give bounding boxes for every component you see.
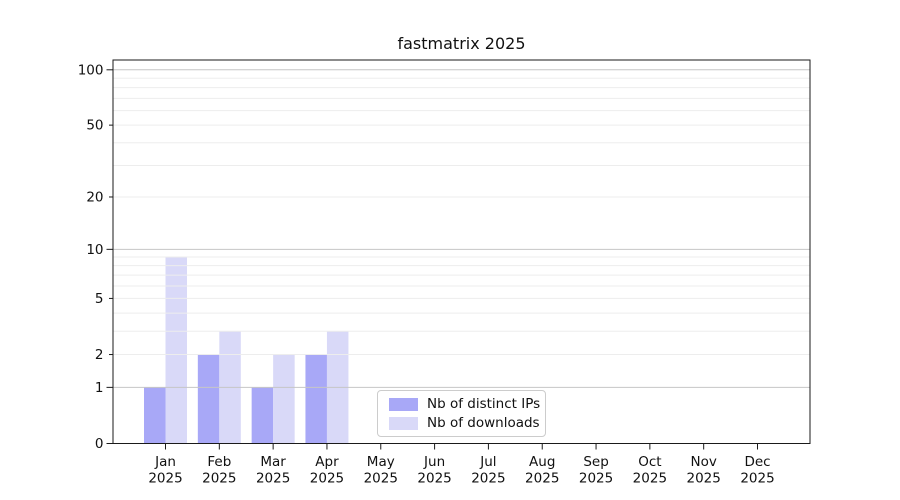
- x-tick-label-oct: Oct 2025: [633, 454, 667, 487]
- bar-series0-apr: [305, 354, 327, 444]
- y-tick-label-0: 0: [95, 436, 104, 452]
- x-tick-label-feb: Feb 2025: [202, 454, 236, 487]
- bar-series1-jan: [165, 257, 187, 444]
- legend-label-distinct-ips: Nb of distinct IPs: [427, 396, 541, 412]
- legend-entry-downloads: Nb of downloads: [389, 415, 545, 431]
- y-tick-label-100: 100: [78, 62, 104, 78]
- x-tick-label-may: May 2025: [364, 454, 398, 487]
- bar-series1-mar: [273, 354, 295, 444]
- x-tick-label-aug: Aug 2025: [525, 454, 559, 487]
- plot-frame: [112, 59, 811, 444]
- legend-swatch-distinct-ips: [389, 397, 418, 411]
- x-tick-label-apr: Apr 2025: [310, 454, 344, 487]
- bar-series0-feb: [197, 354, 220, 444]
- x-tick-label-nov: Nov 2025: [687, 454, 721, 487]
- x-tick-label-jun: Jun 2025: [417, 454, 451, 487]
- legend-swatch-downloads: [389, 416, 418, 430]
- y-tick-label-20: 20: [86, 189, 103, 205]
- x-tick-label-mar: Mar 2025: [256, 454, 290, 487]
- y-tick-label-50: 50: [86, 118, 103, 134]
- legend-label-downloads: Nb of downloads: [427, 415, 540, 431]
- x-tick-label-sep: Sep 2025: [579, 454, 613, 487]
- y-tick-label-5: 5: [95, 291, 104, 307]
- bar-series0-jan: [144, 387, 166, 444]
- y-tick-label-2: 2: [95, 347, 104, 363]
- y-tick-label-1: 1: [95, 380, 104, 396]
- y-tick-label-10: 10: [86, 242, 103, 258]
- legend-entry-distinct-ips: Nb of distinct IPs: [389, 396, 545, 412]
- legend: Nb of distinct IPs Nb of downloads: [377, 390, 546, 437]
- x-tick-label-dec: Dec 2025: [740, 454, 774, 487]
- bar-series0-mar: [251, 387, 274, 444]
- x-tick-label-jul: Jul 2025: [471, 454, 505, 487]
- x-tick-label-jan: Jan 2025: [148, 454, 182, 487]
- chart-title: fastmatrix 2025: [397, 34, 526, 53]
